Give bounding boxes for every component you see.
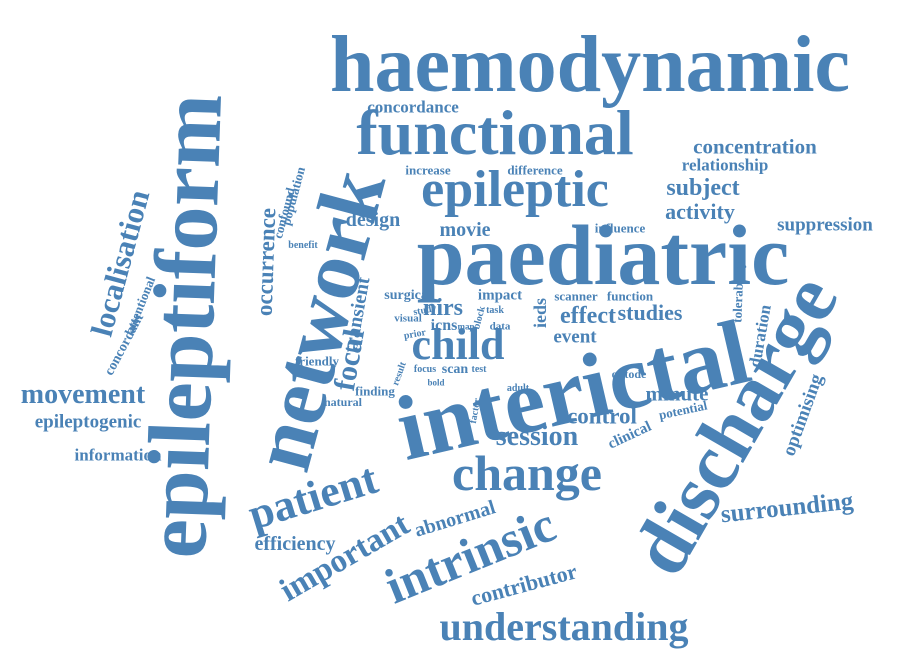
word-nirs: nirs bbox=[422, 295, 464, 321]
word-surgical: surgical bbox=[384, 288, 432, 303]
word-session: session bbox=[495, 421, 579, 452]
word-efficiency: efficiency bbox=[254, 533, 336, 555]
word-functional: functional bbox=[356, 97, 634, 168]
word-influence: influence bbox=[594, 220, 646, 236]
word-change: change bbox=[452, 445, 602, 501]
word-subject: subject bbox=[666, 175, 740, 201]
word-focus: focus bbox=[413, 364, 437, 375]
word-icns: icns bbox=[430, 317, 458, 334]
word-increase: increase bbox=[405, 162, 451, 178]
word-concordance: concordance bbox=[367, 97, 459, 117]
word-understanding: understanding bbox=[439, 604, 689, 649]
word-map: map bbox=[457, 321, 475, 332]
word-tolerability: tolerability bbox=[729, 261, 747, 323]
word-epileptiform: epileptiform bbox=[127, 92, 242, 560]
word-ieds: ieds bbox=[530, 297, 550, 329]
word-function: function bbox=[606, 288, 654, 304]
word-optode: optode bbox=[611, 367, 647, 381]
word-design: design bbox=[345, 209, 401, 231]
word-control: control bbox=[567, 403, 637, 429]
word-bold: bold bbox=[427, 377, 445, 388]
word-scan: scan bbox=[441, 362, 469, 377]
word-finding: finding bbox=[355, 383, 395, 399]
word-scanner: scanner bbox=[554, 288, 598, 304]
word-paediatric: paediatric bbox=[416, 207, 790, 303]
word-adult: adult bbox=[506, 383, 530, 394]
word-data: data bbox=[489, 320, 511, 333]
word-minute: minute bbox=[645, 381, 709, 406]
word-movement: movement bbox=[20, 379, 146, 410]
word-information: information bbox=[74, 445, 162, 465]
word-natural: natural bbox=[323, 395, 363, 409]
word-epileptogenic: epileptogenic bbox=[34, 411, 142, 433]
word-event: event bbox=[553, 326, 597, 348]
word-effect: effect bbox=[560, 303, 616, 329]
word-task: task bbox=[486, 305, 504, 316]
word-friendly: friendly bbox=[294, 353, 340, 369]
word-benefit: benefit bbox=[288, 240, 318, 251]
word-concentration: concentration bbox=[693, 134, 817, 159]
word-relationship: relationship bbox=[681, 155, 769, 175]
word-activity: activity bbox=[665, 199, 735, 224]
word-visual: visual bbox=[394, 312, 422, 325]
word-suppression: suppression bbox=[777, 214, 873, 236]
word-impact: impact bbox=[477, 287, 523, 304]
word-child: child bbox=[411, 320, 505, 369]
word-haemodynamic: haemodynamic bbox=[330, 21, 850, 109]
word-studies: studies bbox=[617, 300, 683, 325]
word-test: test bbox=[471, 364, 487, 375]
word-epileptic: epileptic bbox=[421, 161, 609, 218]
word-difference: difference bbox=[507, 162, 563, 178]
word-movie: movie bbox=[439, 219, 491, 241]
